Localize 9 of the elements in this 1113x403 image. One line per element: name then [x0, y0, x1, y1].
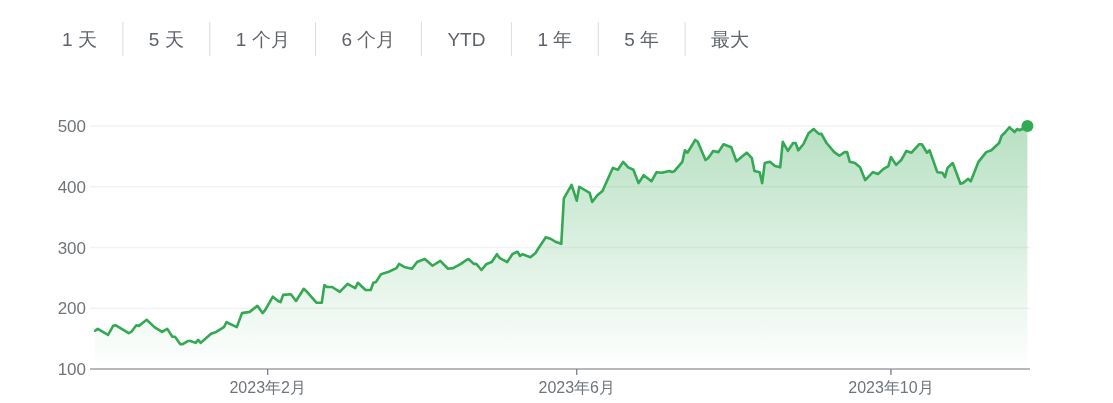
x-tick-label: 2023年10月 — [848, 379, 934, 396]
x-tick-label: 2023年6月 — [538, 379, 615, 396]
tabs: 1 天 5 天 1 个月 6 个月 YTD 1 年 5 年 最大 — [62, 21, 750, 57]
x-tick-label: 2023年2月 — [229, 379, 306, 396]
y-tick-label: 300 — [57, 238, 86, 258]
y-tick-label: 200 — [57, 299, 86, 319]
y-tick-label: 100 — [57, 360, 86, 379]
y-tick-label: 400 — [57, 177, 86, 197]
y-tick-label: 500 — [57, 117, 86, 136]
